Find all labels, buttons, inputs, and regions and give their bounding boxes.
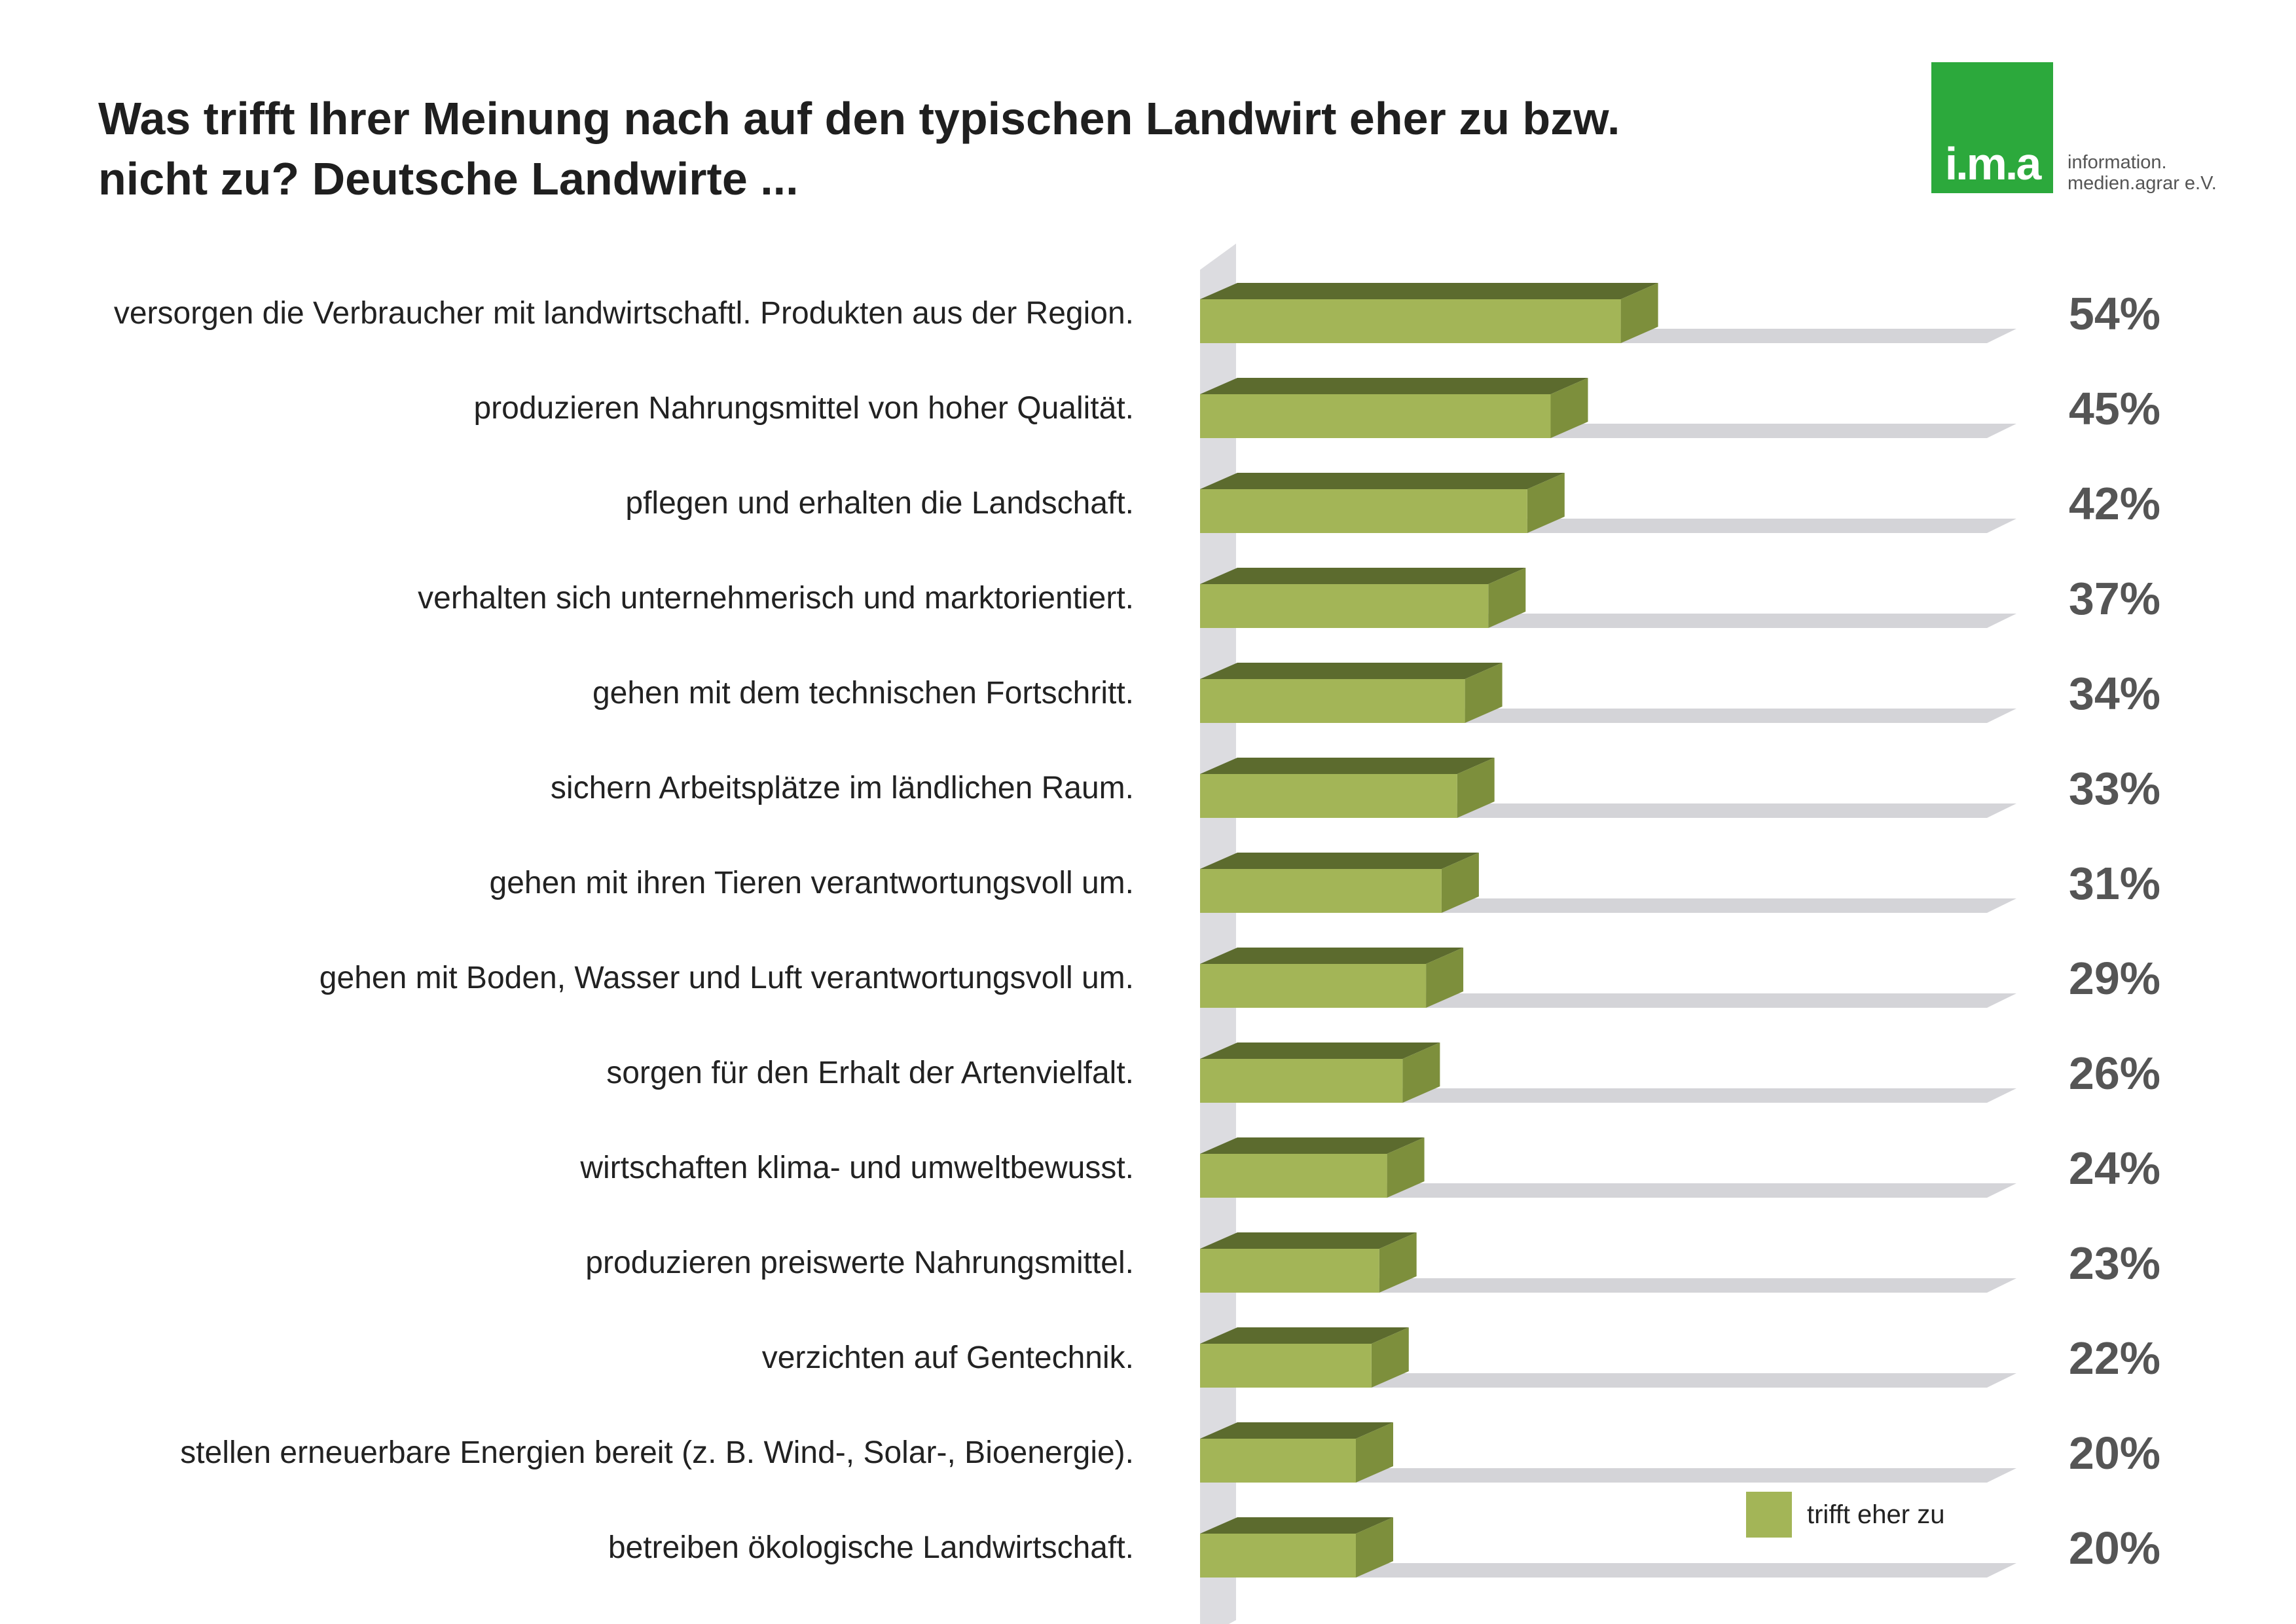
- value-label: 20%: [2068, 1522, 2160, 1574]
- bar-top-face: [1200, 283, 1658, 299]
- legend-swatch: [1746, 1492, 1792, 1538]
- chart-title: Was trifft Ihrer Meinung nach auf den ty…: [98, 93, 1620, 204]
- bar-top-face: [1200, 1043, 1440, 1059]
- bar-top-face: [1200, 853, 1479, 869]
- value-label: 20%: [2068, 1427, 2160, 1479]
- bar-group: [1200, 378, 2016, 438]
- category-label: gehen mit dem technischen Fortschritt.: [592, 675, 1134, 710]
- bar-group: [1200, 1043, 2016, 1103]
- category-label: gehen mit ihren Tieren verantwortungsvol…: [489, 865, 1135, 900]
- logo-subtitle-line2: medien.agrar e.V.: [2068, 173, 2217, 194]
- bar: [1200, 679, 1465, 723]
- value-label: 31%: [2068, 857, 2160, 909]
- bar-side-face: [1379, 1232, 1417, 1293]
- bar-group: [1200, 1327, 2016, 1388]
- bar-top-face: [1200, 1137, 1425, 1154]
- bar-track: [1200, 1278, 2016, 1293]
- category-label: verhalten sich unternehmerisch und markt…: [418, 580, 1134, 616]
- value-label: 33%: [2068, 762, 2160, 814]
- logo-subtitle: information. medien.agrar e.V.: [2068, 152, 2290, 194]
- bar-group: [1200, 948, 2016, 1008]
- bar-track: [1200, 1563, 2016, 1578]
- category-label: sichern Arbeitsplätze im ländlichen Raum…: [550, 770, 1134, 805]
- value-label: 23%: [2068, 1237, 2160, 1289]
- category-label: verzichten auf Gentechnik.: [761, 1340, 1134, 1375]
- bar: [1200, 299, 1621, 343]
- category-label: produzieren preiswerte Nahrungsmittel.: [585, 1245, 1134, 1280]
- bar-group: [1200, 1422, 2016, 1483]
- bar-track: [1200, 1373, 2016, 1388]
- category-label: produzieren Nahrungsmittel von hoher Qua…: [473, 390, 1134, 426]
- bar-side-face: [1620, 283, 1658, 343]
- bar-top-face: [1200, 378, 1588, 394]
- value-label: 37%: [2068, 572, 2160, 624]
- value-label: 22%: [2068, 1332, 2160, 1384]
- bar-top-face: [1200, 1422, 1393, 1439]
- value-label: 24%: [2068, 1142, 2160, 1194]
- logo-mark: i.m.a: [1944, 138, 2042, 189]
- bar: [1200, 394, 1551, 438]
- bar-side-face: [1441, 853, 1479, 913]
- bar-group: [1200, 1517, 2016, 1578]
- bar-group: [1200, 1137, 2016, 1198]
- category-label: wirtschaften klima- und umweltbewusst.: [580, 1150, 1134, 1185]
- bar-side-face: [1527, 473, 1565, 533]
- bar: [1200, 1249, 1379, 1293]
- value-label: 29%: [2068, 952, 2160, 1004]
- bar-group: [1200, 663, 2016, 723]
- value-label: 26%: [2068, 1047, 2160, 1099]
- bar-top-face: [1200, 1232, 1417, 1249]
- bar: [1200, 1344, 1372, 1388]
- bar-side-face: [1402, 1043, 1440, 1103]
- bar-top-face: [1200, 473, 1565, 489]
- bar-group: [1200, 473, 2016, 533]
- bar: [1200, 1059, 1403, 1103]
- bar-group: [1200, 853, 2016, 913]
- category-label: pflegen und erhalten die Landschaft.: [625, 485, 1134, 521]
- category-label: stellen erneuerbare Energien bereit (z. …: [180, 1435, 1134, 1470]
- bar: [1200, 1439, 1356, 1483]
- logo-subtitle-line1: information.: [2068, 152, 2167, 173]
- bar: [1200, 1534, 1356, 1578]
- bar-top-face: [1200, 1517, 1393, 1534]
- bar-side-face: [1356, 1517, 1393, 1578]
- bar-top-face: [1200, 663, 1503, 679]
- bar-side-face: [1465, 663, 1503, 723]
- bar-side-face: [1457, 758, 1495, 818]
- axis-wall: [1200, 244, 1236, 1624]
- bar-side-face: [1426, 948, 1464, 1008]
- bar-group: [1200, 568, 2016, 628]
- bar-side-face: [1371, 1327, 1409, 1388]
- bar-side-face: [1488, 568, 1526, 628]
- bar-side-face: [1550, 378, 1588, 438]
- bar: [1200, 774, 1457, 818]
- bar-side-face: [1387, 1137, 1425, 1198]
- category-label: betreiben ökologische Landwirtschaft.: [608, 1530, 1134, 1565]
- value-label: 42%: [2068, 477, 2160, 529]
- bar-group: [1200, 1232, 2016, 1293]
- bar-group: [1200, 283, 2016, 343]
- bar: [1200, 489, 1527, 533]
- bar-group: [1200, 758, 2016, 818]
- bar: [1200, 869, 1442, 913]
- bar-top-face: [1200, 948, 1464, 964]
- bar-top-face: [1200, 758, 1495, 774]
- bar-top-face: [1200, 568, 1526, 584]
- bar: [1200, 1154, 1387, 1198]
- bar: [1200, 584, 1489, 628]
- ima-logo: i.m.a: [1931, 62, 2053, 193]
- bar-side-face: [1356, 1422, 1393, 1483]
- legend-label: trifft eher zu: [1807, 1500, 1945, 1529]
- value-label: 45%: [2068, 382, 2160, 434]
- bar: [1200, 964, 1427, 1008]
- bar-top-face: [1200, 1327, 1409, 1344]
- bar-track: [1200, 1468, 2016, 1483]
- category-label: gehen mit Boden, Wasser und Luft verantw…: [319, 960, 1134, 995]
- category-label: versorgen die Verbraucher mit landwirtsc…: [113, 295, 1134, 331]
- value-label: 34%: [2068, 667, 2160, 719]
- value-label: 54%: [2068, 287, 2160, 339]
- category-label: sorgen für den Erhalt der Artenvielfalt.: [606, 1055, 1134, 1090]
